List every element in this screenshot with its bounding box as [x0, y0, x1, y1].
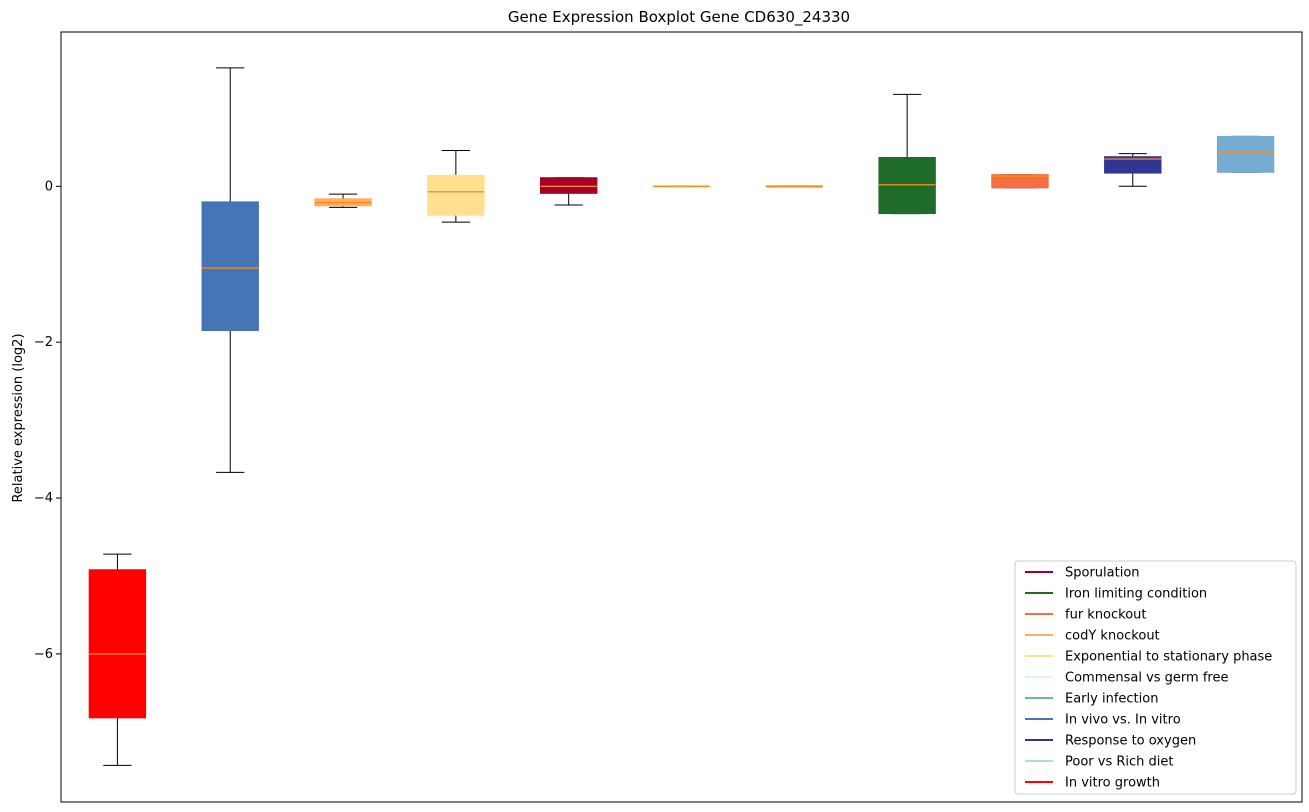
- legend-item-label: Response to oxygen: [1065, 734, 1196, 749]
- legend-item-label: fur knockout: [1065, 608, 1147, 623]
- y-axis: 0 −2 −4 −6: [34, 179, 61, 662]
- box-group: [427, 149, 485, 223]
- box-body: [427, 174, 485, 216]
- legend-frame: [1014, 560, 1297, 795]
- box-body: [1104, 156, 1162, 174]
- legend-item-label: In vitro growth: [1065, 776, 1160, 791]
- box-group: [201, 67, 259, 473]
- legend-item-label: Poor vs Rich diet: [1065, 755, 1173, 770]
- box-body: [88, 569, 147, 719]
- box-body: [991, 174, 1049, 189]
- box-group: [88, 553, 147, 766]
- box-group: [1216, 135, 1275, 173]
- box-group: [765, 185, 824, 189]
- box-body: [878, 156, 936, 215]
- legend-item-label: codY knockout: [1065, 629, 1160, 644]
- legend-item-label: Commensal vs germ free: [1065, 671, 1228, 686]
- box-group: [539, 177, 598, 206]
- legend: Sporulation Iron limiting condition fur kn…: [1014, 560, 1297, 795]
- legend-item-label: Iron limiting condition: [1065, 587, 1207, 602]
- y-tick-label: 0: [45, 179, 53, 194]
- plot-area: [88, 67, 1275, 766]
- box-group: [652, 185, 711, 189]
- y-tick-label: −4: [34, 491, 53, 506]
- box-group: [878, 93, 936, 215]
- legend-item-label: Sporulation: [1065, 566, 1140, 581]
- chart-title: Gene Expression Boxplot Gene CD630_24330: [508, 8, 850, 27]
- box-group: [1104, 153, 1162, 187]
- y-tick-label: −2: [34, 335, 53, 350]
- y-tick-label: −6: [34, 647, 53, 662]
- box-body: [539, 177, 598, 194]
- y-axis-label: Relative expression (log2): [11, 333, 26, 502]
- box-group: [314, 193, 372, 208]
- box-body: [1216, 135, 1275, 173]
- box-body: [201, 201, 259, 331]
- legend-item-label: Early infection: [1065, 692, 1158, 707]
- legend-item-label: Exponential to stationary phase: [1065, 650, 1272, 665]
- box-group: [991, 174, 1049, 189]
- plot-frame: [60, 31, 1303, 803]
- legend-item-label: In vivo vs. In vitro: [1065, 713, 1181, 728]
